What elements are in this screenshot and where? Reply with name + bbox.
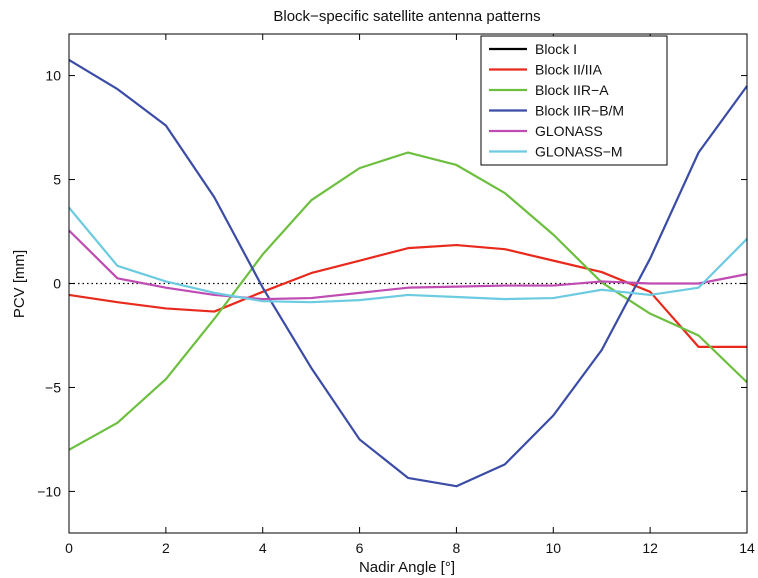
chart-title: Block−specific satellite antenna pattern… bbox=[273, 8, 540, 25]
series-line-2 bbox=[68, 151, 748, 451]
x-tick-label: 6 bbox=[356, 540, 364, 556]
plot-area bbox=[68, 59, 748, 488]
x-tick-label: 2 bbox=[162, 540, 170, 556]
x-tick-label: 12 bbox=[642, 540, 658, 556]
series-line-4 bbox=[68, 229, 748, 301]
y-axis-label: PCV [mm] bbox=[11, 250, 28, 318]
y-tick-label: 5 bbox=[53, 172, 61, 188]
y-tick-label: 0 bbox=[53, 276, 61, 292]
legend-entry-0: Block I bbox=[535, 41, 577, 57]
y-tick-label: −10 bbox=[37, 483, 61, 499]
legend: Block I Block II/IIA Block IIR−A Block IIR−… bbox=[480, 35, 668, 166]
y-tick-label: −5 bbox=[45, 379, 61, 395]
x-tick-label: 8 bbox=[453, 540, 461, 556]
series-line-3 bbox=[68, 59, 748, 488]
y-tick-label: 10 bbox=[45, 68, 61, 84]
series-line-5 bbox=[68, 206, 748, 304]
x-tick-label: 4 bbox=[259, 540, 267, 556]
axes: 0 2 4 6 8 10 12 14 −10 −5 0 5 10 bbox=[37, 33, 755, 556]
x-axis-label: Nadir Angle [°] bbox=[359, 559, 455, 576]
legend-box bbox=[480, 35, 668, 166]
legend-entry-1: Block II/IIA bbox=[535, 62, 603, 78]
legend-entry-5: GLONASS−M bbox=[535, 144, 623, 160]
x-tick-label: 0 bbox=[65, 540, 73, 556]
x-tick-label: 14 bbox=[739, 540, 755, 556]
legend-entry-3: Block IIR−B/M bbox=[535, 103, 624, 119]
series-line-1 bbox=[68, 243, 747, 349]
legend-entry-4: GLONASS bbox=[535, 123, 603, 139]
x-tick-label: 10 bbox=[545, 540, 561, 556]
legend-entry-2: Block IIR−A bbox=[535, 82, 609, 98]
